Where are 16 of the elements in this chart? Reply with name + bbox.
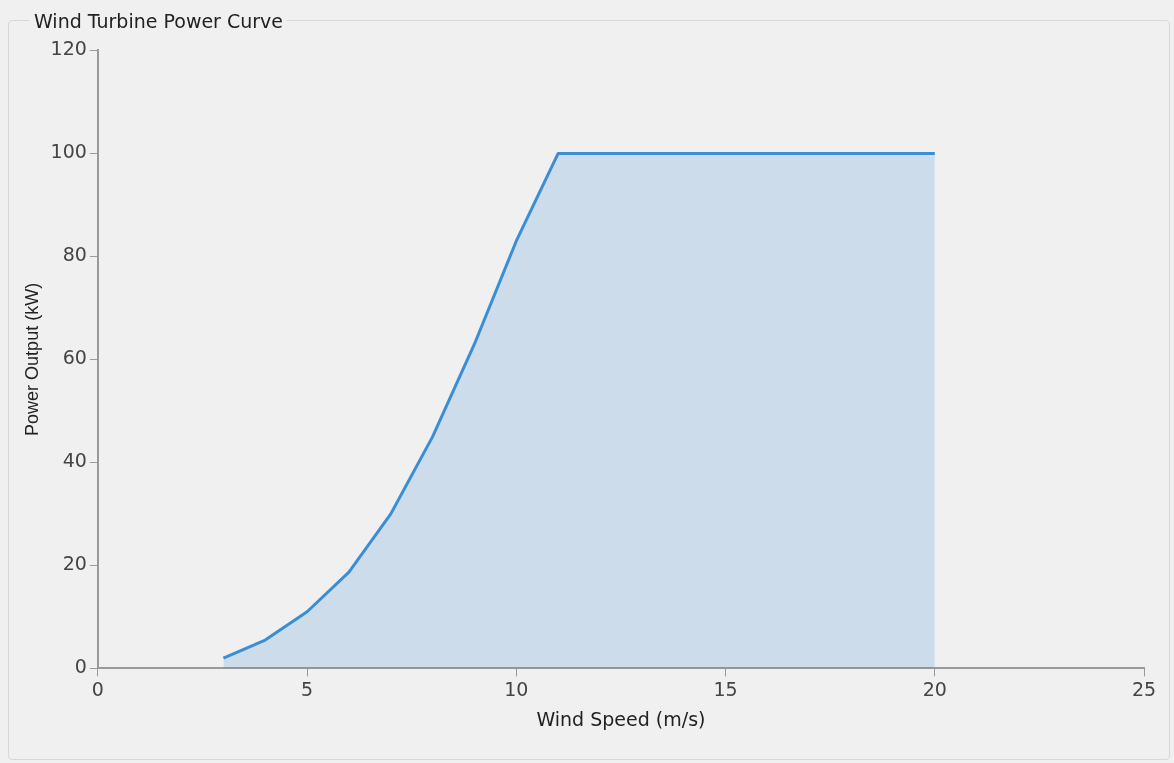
x-tick-label: 10 — [504, 677, 529, 700]
x-tick-label: 15 — [713, 677, 738, 700]
y-tick-label: 40 — [62, 449, 87, 472]
x-axis-title: Wind Speed (m/s) — [536, 707, 706, 730]
y-tick-label: 80 — [62, 243, 87, 266]
y-tick-label: 100 — [50, 140, 87, 163]
y-tick-label: 20 — [62, 552, 87, 575]
x-tick-label: 0 — [91, 677, 104, 700]
x-tick-label: 20 — [922, 677, 947, 700]
y-tick-label: 120 — [50, 37, 87, 60]
chart-title: Wind Turbine Power Curve — [30, 10, 288, 32]
x-tick-label: 25 — [1131, 677, 1157, 700]
y-axis-title: Power Output (kW) — [21, 282, 42, 436]
x-tick-label: 5 — [301, 677, 314, 700]
y-tick-label: 60 — [62, 346, 87, 369]
y-tick-label: 0 — [74, 655, 87, 678]
